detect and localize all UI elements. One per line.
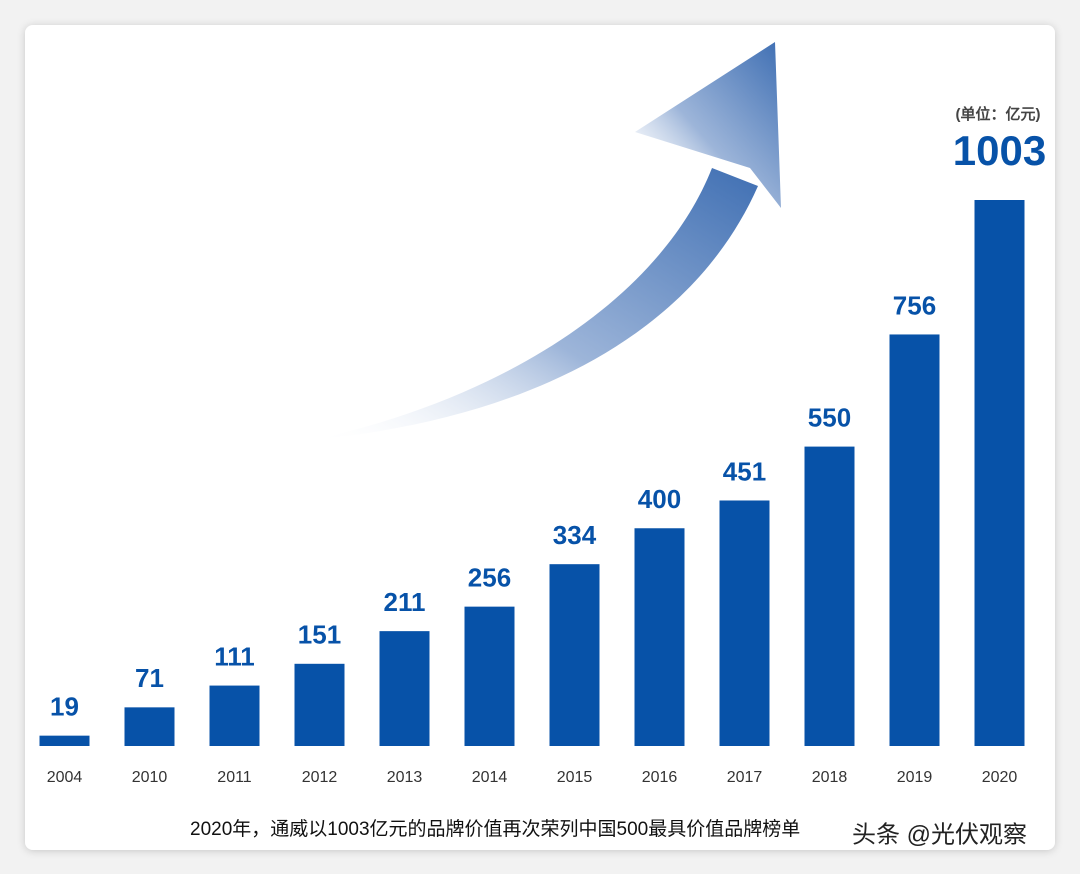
value-label: 451 bbox=[723, 456, 766, 486]
bar bbox=[379, 631, 430, 746]
bar bbox=[464, 606, 515, 746]
bar bbox=[209, 685, 260, 746]
watermark: 头条 @光伏观察 bbox=[852, 821, 1027, 848]
value-label: 111 bbox=[214, 641, 255, 671]
bar bbox=[39, 735, 90, 746]
x-tick-label: 2016 bbox=[642, 769, 678, 786]
trend-arrow bbox=[312, 42, 781, 440]
value-label: 19 bbox=[50, 692, 79, 722]
value-label: 211 bbox=[384, 587, 426, 617]
value-label: 71 bbox=[135, 663, 164, 693]
bar bbox=[974, 200, 1025, 746]
bar bbox=[634, 528, 685, 746]
value-label: 1003 bbox=[953, 127, 1046, 174]
value-label: 334 bbox=[553, 520, 597, 550]
card bbox=[25, 25, 1055, 850]
x-tick-label: 2018 bbox=[812, 769, 848, 786]
value-label: 400 bbox=[638, 484, 681, 514]
bar bbox=[124, 707, 175, 746]
x-tick-label: 2014 bbox=[472, 769, 508, 786]
x-tick-label: 2012 bbox=[302, 769, 338, 786]
value-label: 756 bbox=[893, 290, 936, 320]
unit-note: (单位：亿元) bbox=[956, 105, 1041, 123]
x-tick-label: 2013 bbox=[387, 769, 423, 786]
value-label: 256 bbox=[468, 563, 511, 593]
bar bbox=[294, 663, 345, 746]
bar bbox=[719, 500, 770, 746]
x-tick-label: 2019 bbox=[897, 769, 933, 786]
caption: 2020年，通威以1003亿元的品牌价值再次荣列中国500最具价值品牌榜单 bbox=[190, 818, 800, 840]
bar bbox=[804, 446, 855, 746]
bar bbox=[549, 564, 600, 746]
x-tick-label: 2011 bbox=[217, 769, 252, 786]
x-tick-label: 2010 bbox=[132, 769, 168, 786]
bar bbox=[889, 334, 940, 746]
value-label: 550 bbox=[808, 402, 851, 432]
x-tick-label: 2017 bbox=[727, 769, 763, 786]
x-tick-label: 2004 bbox=[47, 769, 83, 786]
x-tick-label: 2020 bbox=[982, 769, 1018, 786]
x-tick-label: 2015 bbox=[557, 769, 593, 786]
value-label: 151 bbox=[298, 620, 341, 650]
